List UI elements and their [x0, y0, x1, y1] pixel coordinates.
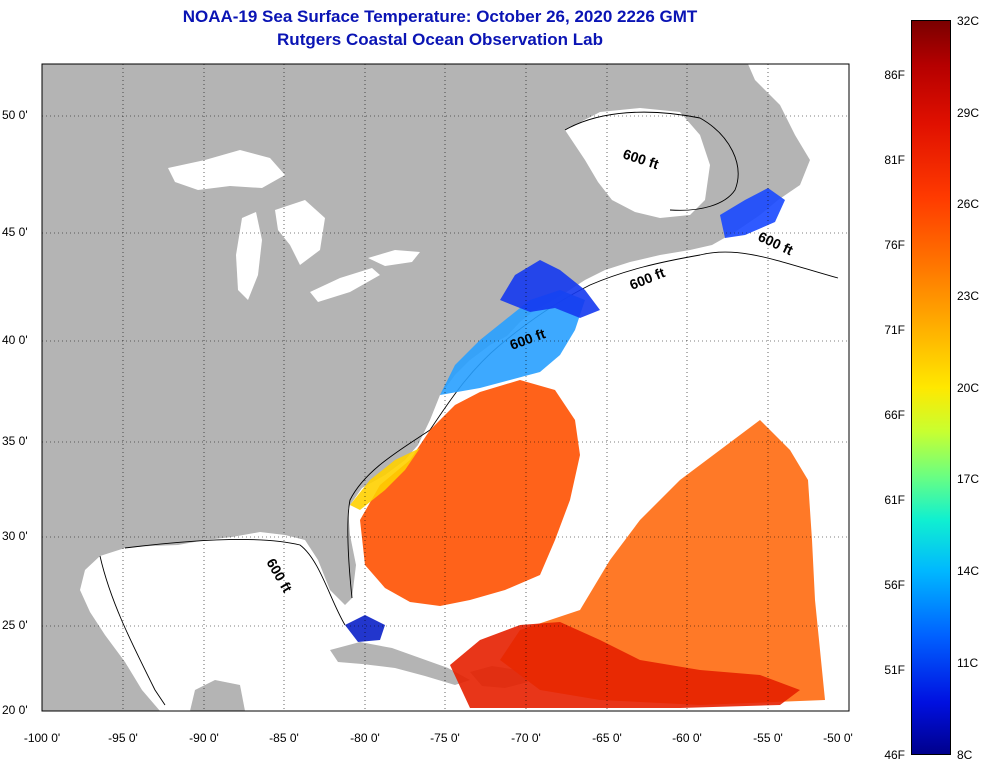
colorbar-c-17: 17C	[957, 472, 980, 486]
colorbar-f-46: 46F	[884, 748, 905, 762]
colorbar-c-8: 8C	[957, 748, 973, 762]
lon-label-100: -100 0'	[23, 731, 61, 745]
graticule	[42, 64, 849, 711]
map-subtitle: Rutgers Coastal Ocean Observation Lab	[277, 30, 603, 49]
lat-label-35: 35 0'	[2, 434, 28, 448]
colorbar-c-14: 14C	[957, 564, 980, 578]
lat-label-25: 25 0'	[2, 618, 28, 632]
lon-label-95: -95 0'	[108, 731, 138, 745]
colorbar-f-81: 81F	[884, 153, 905, 167]
north-america-land	[42, 64, 810, 711]
gulf-of-maine-cold-region	[500, 260, 600, 318]
gulf-st-lawrence	[565, 108, 710, 218]
lake-erie	[310, 268, 380, 302]
lake-huron	[275, 200, 325, 265]
nearshore-yellow-band	[350, 448, 420, 510]
colorbar-f-66: 66F	[884, 408, 905, 422]
lon-label-90: -90 0'	[189, 731, 219, 745]
lon-label-75: -75 0'	[430, 731, 460, 745]
colorbar-c-23: 23C	[957, 289, 980, 303]
lake-ontario	[368, 250, 420, 266]
lake-superior	[168, 150, 285, 190]
colorbar-c-29: 29C	[957, 106, 980, 120]
colorbar-c-11: 11C	[957, 656, 979, 670]
lake-michigan	[236, 212, 262, 300]
lon-label-70: -70 0'	[511, 731, 541, 745]
coastal-cool-region	[440, 290, 585, 395]
colorbar-c-32: 32C	[957, 14, 980, 28]
nova-scotia-land	[600, 220, 690, 255]
colorbar-f-71: 71F	[884, 323, 905, 337]
lon-label-60: -60 0'	[672, 731, 702, 745]
colorbar-f-61: 61F	[884, 493, 905, 507]
lon-label-55: -55 0'	[753, 731, 783, 745]
lon-label-85: -85 0'	[269, 731, 299, 745]
colorbar-f-56: 56F	[884, 578, 905, 592]
lon-label-50: -50 0'	[823, 731, 853, 745]
newfoundland-cold-region	[720, 188, 785, 238]
colorbar-f-86: 86F	[884, 68, 905, 82]
sst-data-overlay	[345, 188, 825, 708]
lat-label-30: 30 0'	[2, 529, 28, 543]
lat-label-45: 45 0'	[2, 225, 28, 239]
colorbar-f-76: 76F	[884, 238, 905, 252]
lon-label-80: -80 0'	[350, 731, 380, 745]
yucatan-land	[190, 680, 245, 711]
lat-label-40: 40 0'	[2, 333, 28, 347]
map-title: NOAA-19 Sea Surface Temperature: October…	[182, 7, 698, 26]
temperature-colorbar	[911, 20, 951, 755]
gulf-stream-warm-region	[360, 380, 580, 606]
lon-label-65: -65 0'	[592, 731, 622, 745]
colorbar-c-20: 20C	[957, 381, 980, 395]
lat-label-20: 20 0'	[2, 703, 28, 717]
colorbar-c-26: 26C	[957, 197, 980, 211]
map-border	[41, 63, 850, 712]
colorbar-f-51: 51F	[884, 663, 905, 677]
caribbean-hot-region	[450, 622, 800, 708]
lat-label-50: 50 0'	[2, 108, 28, 122]
